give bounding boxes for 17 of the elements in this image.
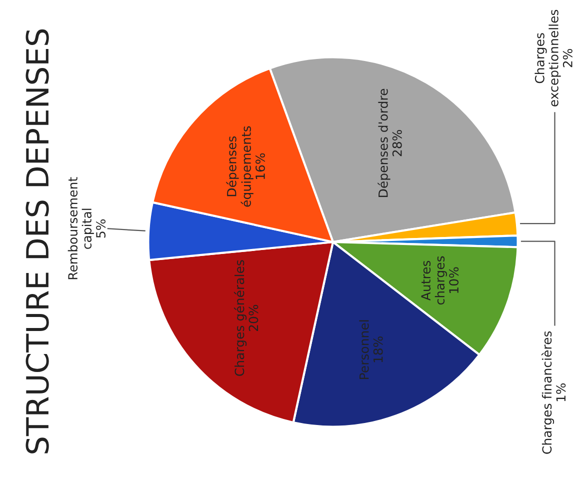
slice-label: Dépenses d'ordre [378,88,390,197]
data-label: 28% [392,130,402,156]
data-label: 10% [449,267,459,293]
data-label: 18% [373,336,383,362]
slice-label: Charges financières [541,331,554,454]
slice-label: Charges générales [234,260,247,376]
slice-label: Personnel [359,320,369,379]
slice-label: Autres charges [421,256,447,304]
slice-label: Remboursement capital [68,177,94,280]
data-label: 5% [96,219,106,238]
data-label: 16% [256,153,265,180]
data-label: 20% [248,304,258,332]
slice-label: Dépenses équipements [226,126,254,207]
data-label: 2% [562,48,572,68]
text: STRUCTURE DES DEPENSES [26,29,49,454]
slice-label: Charges exceptionnelles [534,10,561,106]
data-label: 1% [556,383,566,402]
